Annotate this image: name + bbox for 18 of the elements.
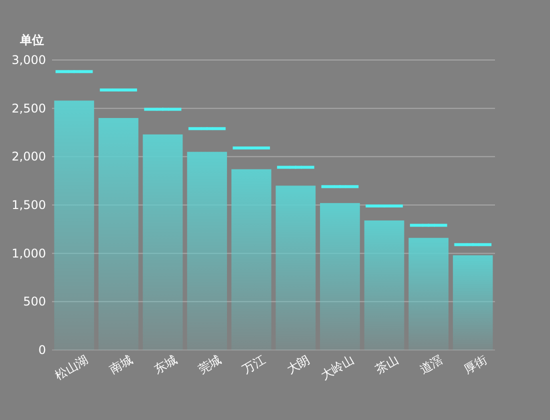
y-tick-label: 500 (23, 294, 46, 309)
x-tick-label: 道滘 (417, 352, 446, 377)
x-tick-label: 大岭山 (318, 352, 356, 383)
x-tick-label: 南城 (107, 352, 135, 377)
y-tick-label: 2,500 (12, 101, 46, 116)
y-tick-label: 2,000 (12, 150, 46, 164)
x-tick-label: 大朗 (284, 352, 312, 377)
x-tick-label: 茶山 (372, 352, 401, 377)
x-tick-label: 厚街 (462, 352, 490, 377)
y-tick-label: 3,000 (12, 53, 46, 67)
y-axis-title: 单位 (19, 33, 44, 47)
x-tick-label: 松山湖 (52, 352, 91, 383)
y-tick-label: 1,500 (12, 198, 46, 212)
y-tick-label: 1,000 (12, 246, 46, 260)
y-tick-label: 0 (38, 343, 46, 357)
x-tick-label: 万江 (240, 352, 268, 377)
x-tick-label: 莞城 (196, 352, 224, 377)
x-tick-label: 东城 (151, 352, 180, 377)
